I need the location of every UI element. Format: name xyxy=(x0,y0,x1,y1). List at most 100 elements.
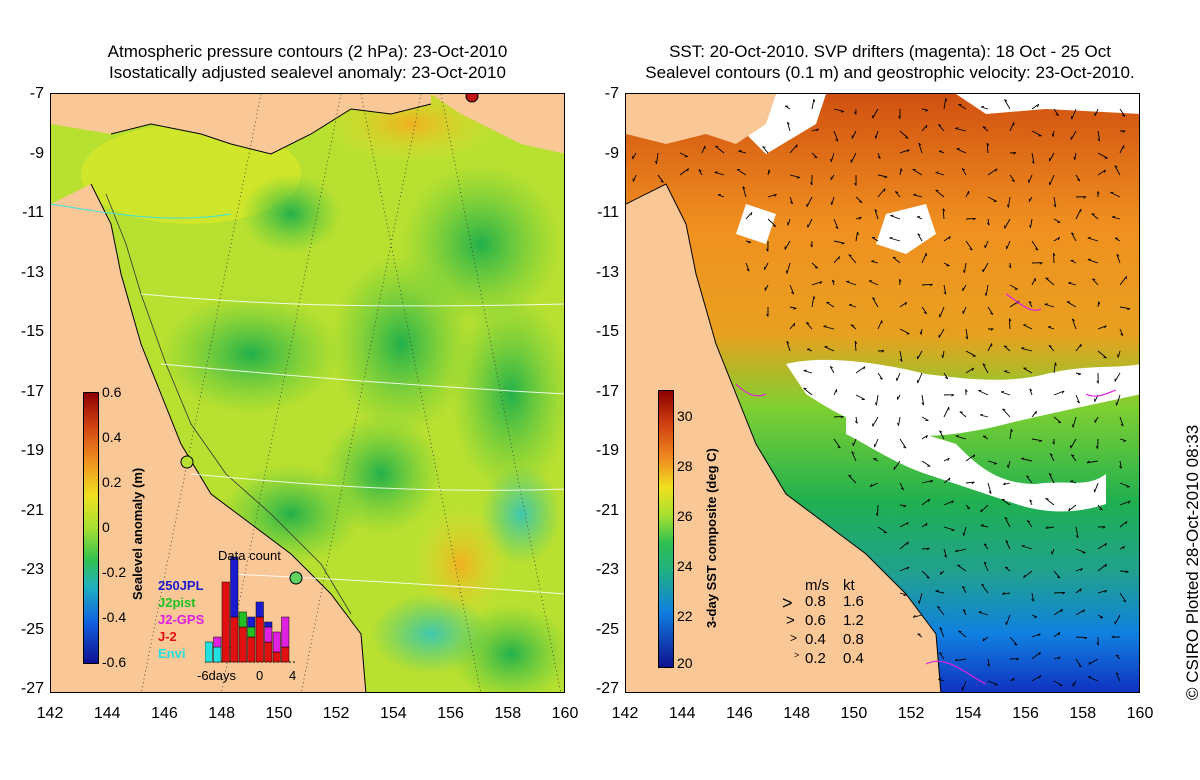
data-count-bar xyxy=(213,646,222,663)
geostrophic-velocity-arrows xyxy=(632,98,1131,691)
sealevel-colorbar xyxy=(83,392,99,664)
data-count-bar xyxy=(247,626,256,638)
sealevel-colorbar-tick: -0.4 xyxy=(102,609,127,625)
velocity-legend-arrow-icon: > xyxy=(786,612,795,629)
velocity-legend-kt: 1.6 xyxy=(843,593,864,610)
data-count-bar xyxy=(281,646,290,663)
y-tick-label-left: -7 xyxy=(29,85,44,102)
data-count-legend-entry: J-2 xyxy=(158,629,177,644)
x-tick-label-left: 152 xyxy=(322,705,350,722)
data-count-title: Data count xyxy=(218,548,281,563)
y-tick-label-left: -9 xyxy=(29,144,44,162)
sealevel-anomaly-map-svg xyxy=(51,94,564,692)
data-count-bar xyxy=(272,631,281,653)
data-count-bar xyxy=(247,616,256,628)
x-tick-label-right: 144 xyxy=(668,705,696,722)
y-tick-label-left: -13 xyxy=(20,263,44,281)
data-count-bar xyxy=(247,636,256,663)
x-tick-label-right: 156 xyxy=(1012,705,1039,722)
velocity-legend-ms: 0.8 xyxy=(805,593,826,610)
new-guinea-land xyxy=(51,94,431,154)
data-count-bar xyxy=(255,601,264,618)
x-tick-label-right: 150 xyxy=(840,705,868,722)
data-count-legend-entry: 250JPL xyxy=(158,578,204,593)
data-count-bar xyxy=(230,616,239,663)
data-count-legend-entry: J2-GPS xyxy=(158,612,205,627)
sst-colorbar-tick: 26 xyxy=(677,508,693,524)
x-tick-label-right: 158 xyxy=(1069,705,1097,722)
y-tick-label-left: -11 xyxy=(22,204,44,221)
data-count-bar xyxy=(230,556,239,618)
x-tick-label-left: 160 xyxy=(551,705,579,722)
australia-land xyxy=(51,184,366,692)
y-tick-label-right: -25 xyxy=(595,620,619,638)
y-tick-label-left: -23 xyxy=(20,561,44,578)
pressure-contours xyxy=(140,293,564,595)
y-tick-label-right: -27 xyxy=(595,680,619,697)
y-tick-label-left: -21 xyxy=(20,501,44,519)
sst-colorbar-tick: 28 xyxy=(677,458,693,474)
x-tick-label-left: 158 xyxy=(494,705,522,722)
data-count-bar xyxy=(264,641,273,663)
data-count-bar xyxy=(272,651,281,663)
y-tick-label-right: -7 xyxy=(604,85,619,102)
sealevel-colorbar-tick: 0.2 xyxy=(102,474,122,490)
data-count-bar xyxy=(204,641,213,663)
x-tick-label-left: 146 xyxy=(151,705,178,722)
x-tick-label-left: 142 xyxy=(36,705,64,722)
y-tick-label-right: -15 xyxy=(595,323,619,340)
y-tick-label-right: -11 xyxy=(597,204,619,221)
x-tick-label-right: 142 xyxy=(611,705,639,722)
sst-colorbar-tick: 20 xyxy=(677,655,693,671)
data-count-bar xyxy=(238,626,247,663)
cloud-mask xyxy=(736,94,1139,512)
station-marker xyxy=(465,94,479,103)
sealevel-anomaly-map xyxy=(50,93,565,693)
sealevel-colorbar-tick: 0.4 xyxy=(102,429,122,445)
y-tick-label-right: -17 xyxy=(595,382,619,400)
y-tick-label-right: -9 xyxy=(604,144,619,162)
data-count-bars xyxy=(204,556,295,663)
sealevel-colorbar-tick: 0 xyxy=(102,519,110,535)
tide-gauge-marker xyxy=(289,571,303,585)
x-tick-label-right: 160 xyxy=(1126,705,1154,722)
y-tick-label-left: -27 xyxy=(20,680,44,697)
x-tick-label-right: 152 xyxy=(897,705,925,722)
data-count-bar xyxy=(264,621,273,628)
credit-text: © CSIRO Plotted 28-Oct-2010 08:33 xyxy=(1183,424,1200,700)
x-tick-label-right: 148 xyxy=(783,705,810,722)
y-tick-label-right: -19 xyxy=(595,442,619,459)
tide-gauge-marker xyxy=(180,455,194,469)
sst-colorbar-tick: 24 xyxy=(677,558,693,574)
data-count-xlabel: 0 xyxy=(256,668,264,683)
sst-colorbar-tick: 22 xyxy=(677,608,693,624)
left-title-line1: Atmospheric pressure contours (2 hPa): 2… xyxy=(107,42,508,61)
data-count-legend-entry: Envi xyxy=(158,646,186,661)
sealevel-colorbar-title: Sealevel anomaly (m) xyxy=(130,467,145,600)
island-land xyxy=(431,94,564,154)
left-title-line2: Isostatically adjusted sealevel anomaly:… xyxy=(109,63,506,82)
right-title-line2: Sealevel contours (0.1 m) and geostrophi… xyxy=(645,63,1135,82)
velocity-legend-header-kt: kt xyxy=(843,577,855,594)
data-count-legend-entry: J2pist xyxy=(158,595,196,610)
new-guinea-land xyxy=(626,94,776,144)
data-count-bar xyxy=(255,616,264,663)
right-title-line1: SST: 20-Oct-2010. SVP drifters (magenta)… xyxy=(669,42,1111,61)
x-tick-label-left: 156 xyxy=(437,705,464,722)
y-tick-label-right: -13 xyxy=(595,263,619,281)
y-tick-label-right: -23 xyxy=(595,561,619,578)
data-count-bar xyxy=(213,636,222,648)
sst-colorbar-title: 3-day SST composite (deg C) xyxy=(704,448,719,628)
australia-land xyxy=(626,184,941,692)
x-tick-label-left: 144 xyxy=(93,705,121,722)
velocity-legend-kt: 0.8 xyxy=(843,631,864,648)
velocity-legend-header-ms: m/s xyxy=(805,577,830,594)
velocity-legend-arrow-icon: > xyxy=(790,631,798,645)
y-tick-label-left: -15 xyxy=(20,323,44,340)
data-count-bar xyxy=(281,616,290,648)
y-tick-label-left: -25 xyxy=(20,620,44,638)
velocity-legend-kt: 1.2 xyxy=(843,612,864,629)
velocity-legend-ms: 0.4 xyxy=(805,631,826,648)
velocity-legend-ms: 0.6 xyxy=(805,612,826,629)
sealevel-colorbar-tick: -0.6 xyxy=(102,654,127,670)
